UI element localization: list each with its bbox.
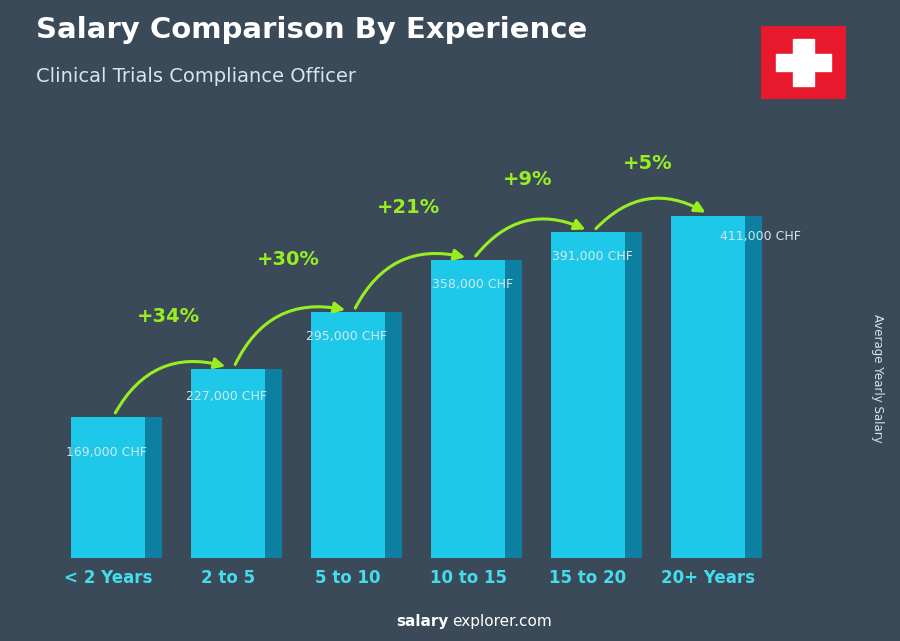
- Polygon shape: [145, 417, 162, 558]
- Bar: [191, 369, 266, 558]
- Polygon shape: [745, 216, 762, 558]
- Polygon shape: [385, 312, 402, 558]
- Bar: [670, 216, 745, 558]
- Text: 391,000 CHF: 391,000 CHF: [552, 251, 633, 263]
- Text: 295,000 CHF: 295,000 CHF: [306, 330, 387, 343]
- Bar: [71, 417, 145, 558]
- Text: +30%: +30%: [256, 250, 320, 269]
- Bar: [776, 54, 831, 71]
- Text: 411,000 CHF: 411,000 CHF: [720, 230, 801, 243]
- Text: Average Yearly Salary: Average Yearly Salary: [871, 314, 884, 442]
- Text: +34%: +34%: [137, 307, 200, 326]
- Bar: [551, 233, 625, 558]
- Text: +21%: +21%: [376, 198, 439, 217]
- Text: explorer.com: explorer.com: [452, 615, 552, 629]
- Polygon shape: [626, 233, 642, 558]
- Polygon shape: [266, 369, 282, 558]
- Text: salary: salary: [396, 615, 448, 629]
- Text: +9%: +9%: [503, 171, 553, 189]
- Bar: [793, 39, 814, 86]
- Bar: [431, 260, 505, 558]
- Text: +5%: +5%: [623, 154, 673, 172]
- Text: 227,000 CHF: 227,000 CHF: [186, 390, 267, 403]
- Bar: [310, 312, 385, 558]
- Text: 169,000 CHF: 169,000 CHF: [66, 445, 147, 459]
- Text: Salary Comparison By Experience: Salary Comparison By Experience: [36, 16, 587, 44]
- Text: 358,000 CHF: 358,000 CHF: [432, 278, 513, 291]
- Text: Clinical Trials Compliance Officer: Clinical Trials Compliance Officer: [36, 67, 356, 87]
- Polygon shape: [505, 260, 522, 558]
